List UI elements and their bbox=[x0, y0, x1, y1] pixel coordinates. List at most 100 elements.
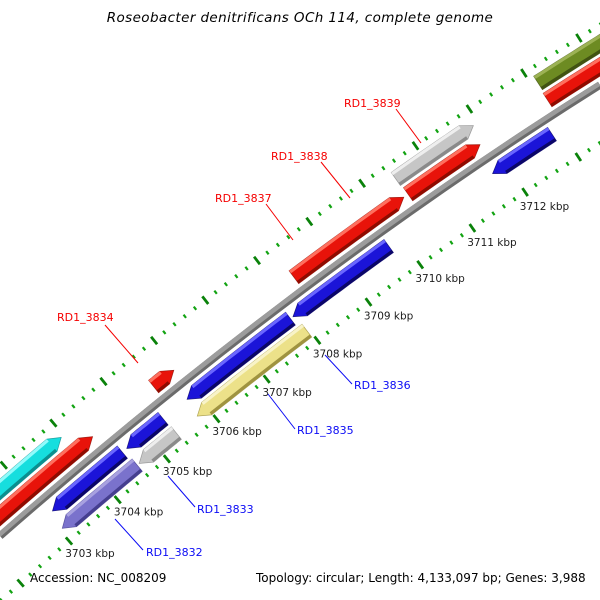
gene-gene-red-a[interactable] bbox=[0, 436, 94, 541]
ruler-minor-tick bbox=[213, 289, 218, 295]
gene-gene-red-b[interactable] bbox=[542, 40, 600, 108]
gene-label-rd1_3832[interactable]: RD1_3832 bbox=[146, 546, 203, 559]
ruler-minor-tick bbox=[296, 227, 301, 232]
gene-gene-blue-c[interactable] bbox=[186, 311, 296, 400]
gene-rd1-3832[interactable] bbox=[61, 458, 143, 529]
ruler-minor-tick bbox=[501, 204, 506, 209]
gene-rd1-3839[interactable] bbox=[390, 125, 474, 186]
ruler-minor-tick bbox=[21, 446, 26, 451]
gene-label-rd1_3838[interactable]: RD1_3838 bbox=[271, 150, 328, 163]
gene-bevel-light bbox=[191, 312, 288, 389]
ruler-minor-tick bbox=[499, 85, 505, 90]
gene-rd1-3835[interactable] bbox=[196, 323, 313, 417]
ruler-minor-tick bbox=[328, 203, 333, 209]
gene-gene-blue-b[interactable] bbox=[126, 412, 169, 449]
ruler-minor-tick bbox=[61, 412, 66, 417]
gene-rd1-3836[interactable] bbox=[292, 239, 394, 318]
ruler-minor-tick bbox=[554, 49, 559, 55]
ruler-minor-tick bbox=[370, 173, 375, 178]
ruler-minor-tick bbox=[57, 547, 62, 552]
map-title: Roseobacter denitrificans OCh 114, compl… bbox=[106, 10, 494, 26]
ruler-minor-tick bbox=[111, 371, 116, 376]
ruler-minor-tick bbox=[244, 266, 249, 271]
ruler-minor-tick bbox=[544, 175, 549, 181]
gene-body[interactable] bbox=[292, 239, 394, 318]
gene-rd1-3838[interactable] bbox=[403, 144, 481, 202]
gene-bevel-light bbox=[289, 197, 392, 274]
ruler-major-tick bbox=[574, 152, 583, 162]
ruler-minor-tick bbox=[121, 362, 126, 368]
ruler-minor-tick bbox=[274, 369, 279, 374]
gene-bevel-light bbox=[533, 34, 600, 79]
ruler-minor-tick bbox=[234, 400, 239, 406]
gene-label-rd1_3839[interactable]: RD1_3839 bbox=[344, 97, 401, 110]
ruler-minor-tick bbox=[192, 305, 198, 311]
ruler-minor-tick bbox=[586, 147, 592, 153]
ruler-minor-tick bbox=[182, 314, 187, 319]
ruler-label-3708: 3708 kbp bbox=[313, 348, 363, 360]
ruler-minor-tick bbox=[449, 240, 454, 245]
gene-bevel-dark bbox=[0, 448, 89, 527]
ruler-minor-tick bbox=[265, 250, 270, 255]
ruler-minor-tick bbox=[387, 284, 392, 290]
gene-rd1-3833[interactable] bbox=[138, 426, 182, 464]
leader-line-rd1_3834 bbox=[104, 324, 139, 364]
gene-features-layer bbox=[0, 27, 600, 541]
ruler-minor-tick bbox=[554, 168, 559, 174]
ruler-minor-tick bbox=[47, 555, 52, 561]
ruler-label-3712: 3712 kbp bbox=[520, 201, 570, 213]
gene-label-rd1_3834[interactable]: RD1_3834 bbox=[57, 311, 114, 324]
gene-bevel-dark bbox=[540, 49, 600, 90]
ruler-major-tick bbox=[0, 460, 8, 470]
ruler-minor-tick bbox=[294, 353, 300, 358]
ruler-minor-tick bbox=[254, 384, 259, 390]
gene-bevel-dark bbox=[156, 381, 170, 393]
ruler-minor-tick bbox=[8, 589, 14, 594]
ruler-major-tick bbox=[521, 187, 529, 197]
gene-label-rd1_3833[interactable]: RD1_3833 bbox=[197, 503, 254, 516]
ruler-major-tick bbox=[201, 295, 210, 305]
gene-labels-layer: RD1_3832 RD1_3833 RD1_3834 RD1_3835 RD1_3836… bbox=[57, 97, 422, 559]
ruler-major-tick bbox=[520, 68, 528, 78]
ruler-minor-tick bbox=[204, 424, 209, 429]
ruler-minor-tick bbox=[71, 404, 76, 409]
gene-gene-cyan[interactable] bbox=[0, 436, 62, 517]
ruler-minor-tick bbox=[131, 354, 136, 360]
gene-bevel-dark bbox=[305, 249, 394, 316]
gene-bevel-dark bbox=[139, 422, 169, 447]
ruler-major-tick bbox=[150, 335, 159, 346]
gene-bevel-dark bbox=[199, 322, 296, 399]
ruler-minor-tick bbox=[381, 165, 386, 171]
ruler-minor-tick bbox=[184, 440, 189, 445]
ruler-minor-tick bbox=[81, 395, 86, 401]
ruler-minor-tick bbox=[434, 128, 440, 134]
gene-bevel-dark bbox=[64, 455, 128, 510]
ruler-minor-tick bbox=[244, 392, 249, 398]
ruler-minor-tick bbox=[543, 56, 548, 62]
ruler-minor-tick bbox=[533, 182, 538, 188]
gene-bevel-dark bbox=[410, 155, 475, 201]
gene-bevel-dark bbox=[209, 334, 312, 415]
genome-summary-text: Topology: circular; Length: 4,133,097 bp… bbox=[256, 571, 586, 585]
ruler-label-3707: 3707 kbp bbox=[262, 387, 312, 399]
ruler-minor-tick bbox=[28, 572, 33, 577]
ruler-minor-tick bbox=[491, 211, 496, 216]
gene-gene-olive[interactable] bbox=[533, 27, 600, 91]
ruler-minor-tick bbox=[95, 513, 101, 519]
ruler-minor-tick bbox=[234, 274, 239, 279]
gene-bevel-light bbox=[201, 324, 304, 405]
ruler-minor-tick bbox=[402, 150, 407, 156]
ruler-major-tick bbox=[162, 454, 172, 464]
gene-rd1-3837[interactable] bbox=[288, 196, 405, 285]
gene-label-rd1_3837[interactable]: RD1_3837 bbox=[215, 192, 272, 205]
ruler-minor-tick bbox=[0, 597, 4, 600]
gene-label-rd1_3836[interactable]: RD1_3836 bbox=[354, 379, 411, 392]
gene-label-rd1_3835[interactable]: RD1_3835 bbox=[297, 424, 354, 437]
gene-gene-blue-a[interactable] bbox=[52, 445, 128, 512]
gene-gene-blue-d[interactable] bbox=[492, 126, 557, 174]
gene-rd1-3834[interactable] bbox=[148, 369, 175, 394]
ruler-minor-tick bbox=[86, 522, 91, 527]
ruler-label-3711: 3711 kbp bbox=[467, 237, 517, 249]
ruler-label-3703: 3703 kbp bbox=[65, 548, 115, 560]
